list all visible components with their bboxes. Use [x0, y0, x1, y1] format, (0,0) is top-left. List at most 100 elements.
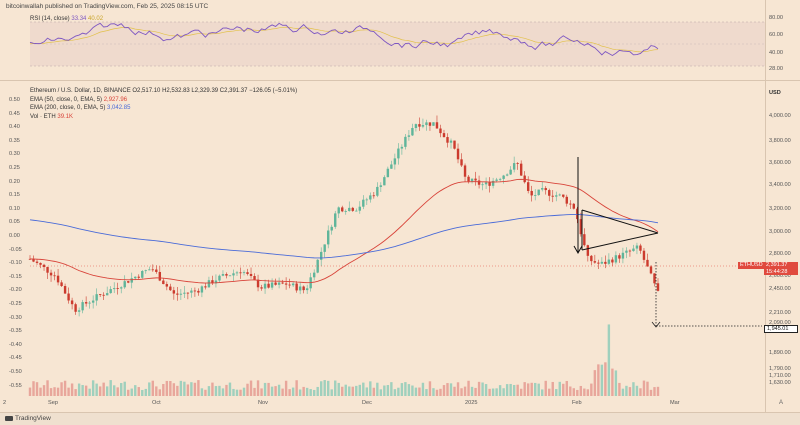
volume-bar	[604, 362, 607, 396]
volume-bar	[193, 382, 197, 396]
volume-bar	[562, 383, 565, 396]
volume-bar	[484, 384, 488, 396]
left-tick-label: -0.55	[9, 382, 22, 389]
candle-body	[534, 195, 537, 196]
volume-bar	[207, 386, 211, 396]
volume-bar	[600, 364, 604, 396]
volume-bar	[502, 388, 505, 396]
candle-body	[141, 270, 144, 278]
volume-bar	[355, 385, 358, 396]
candle-body	[113, 288, 116, 290]
candle-body	[158, 271, 162, 281]
volume-bar	[28, 387, 32, 396]
price-tag-countdown: 15:44:28	[766, 268, 788, 275]
candle-body	[267, 283, 270, 288]
volume-bar	[77, 383, 81, 396]
candle-body	[449, 140, 453, 143]
candle-body	[355, 210, 358, 212]
volume-bar	[376, 382, 379, 396]
volume-bar	[305, 387, 309, 396]
volume-bar	[460, 388, 463, 396]
volume-bar	[176, 385, 179, 396]
candle-body	[509, 169, 512, 175]
time-tick-label: Dec	[362, 400, 372, 406]
candle-body	[123, 281, 126, 288]
volume-bar	[425, 389, 428, 396]
candle-body	[498, 178, 502, 180]
price-tick-label: 2,450.00	[769, 286, 791, 292]
candle-body	[60, 282, 63, 287]
candle-body	[190, 290, 193, 293]
volume-bar	[653, 387, 656, 396]
rsi-line	[29, 22, 659, 57]
candle-body	[418, 124, 421, 127]
price-axis[interactable]	[765, 0, 800, 425]
candle-body	[95, 294, 98, 301]
candle-body	[246, 272, 249, 274]
volume-bar	[105, 386, 109, 396]
pane-divider[interactable]	[0, 80, 800, 81]
time-tick-label: Feb	[572, 400, 582, 406]
candle-body	[653, 273, 656, 284]
volume-bar	[319, 381, 323, 396]
candle-body	[635, 245, 639, 249]
candle-body	[442, 133, 446, 138]
candle-body	[555, 195, 558, 197]
candle-body	[621, 252, 625, 259]
left-tick-label: 0.45	[9, 110, 20, 117]
tradingview-logo[interactable]: TradingView	[5, 415, 51, 422]
volume-bar	[165, 380, 169, 396]
candle-body	[341, 207, 344, 212]
candle-body	[502, 175, 505, 179]
volume-bar	[530, 382, 533, 396]
currency-label[interactable]: USD	[769, 90, 781, 96]
candle-body	[600, 261, 604, 264]
candle-body	[330, 226, 333, 231]
candle-body	[130, 278, 133, 283]
candle-body	[369, 195, 372, 200]
volume-bar	[337, 382, 340, 396]
candle-body	[474, 178, 477, 181]
price-tick-label: 2,600.00	[769, 273, 791, 279]
volume-bar	[523, 382, 526, 396]
volume-bar	[397, 387, 400, 396]
candle-body	[260, 287, 263, 289]
volume-bar	[116, 387, 119, 396]
volume-bar	[81, 385, 84, 396]
candle-body	[362, 199, 365, 207]
volume-bar	[649, 389, 653, 396]
candle-body	[56, 275, 60, 283]
candle-body	[625, 250, 628, 253]
candle-body	[467, 176, 470, 182]
candle-body	[81, 302, 84, 311]
candle-body	[519, 163, 523, 176]
volume-bar	[477, 381, 481, 396]
volume-bar	[267, 382, 270, 396]
candle-body	[134, 276, 137, 279]
volume-bar	[365, 387, 369, 396]
volume-bar	[302, 386, 305, 396]
volume-bar	[109, 380, 112, 396]
volume-bar	[565, 380, 568, 396]
volume-bar	[102, 382, 105, 396]
candle-body	[63, 286, 67, 294]
candle-body	[477, 180, 481, 185]
volume-bar	[628, 387, 632, 396]
candle-body	[221, 274, 225, 276]
candle-body	[200, 286, 204, 293]
volume-bar	[453, 386, 456, 396]
auto-scale-button[interactable]: A	[779, 400, 784, 406]
candle-body	[193, 290, 197, 292]
candle-body	[491, 180, 495, 186]
candle-body	[323, 244, 326, 252]
volume-bar	[263, 382, 267, 396]
candle-body	[544, 188, 547, 191]
volume-bar	[400, 383, 404, 396]
volume-label: Vol · ETH	[30, 113, 56, 120]
target-price-tag: 1,945.01	[764, 325, 798, 334]
volume-bar	[113, 385, 116, 396]
candle-body	[211, 280, 214, 284]
triangle-lower	[581, 232, 659, 251]
